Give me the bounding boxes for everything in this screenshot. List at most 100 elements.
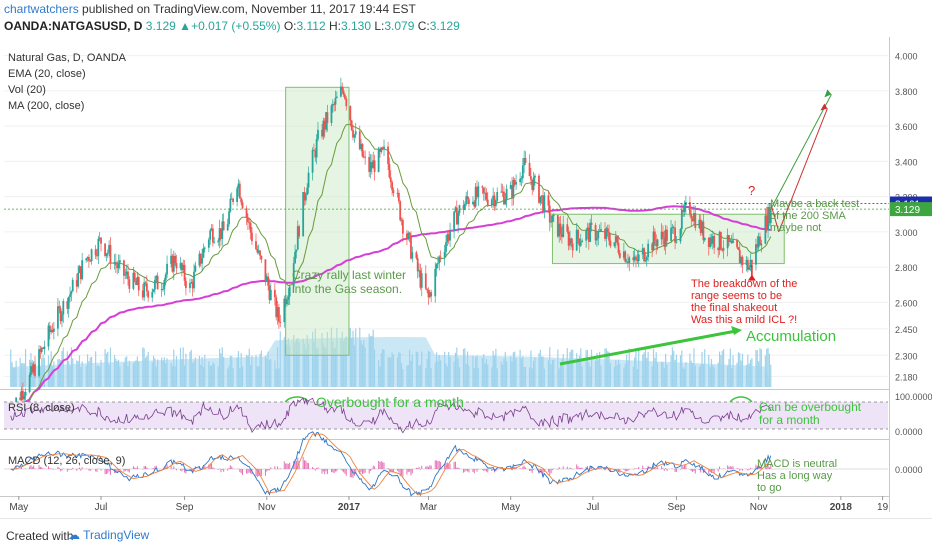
macd-hist-bar (409, 469, 410, 472)
candle-body (614, 242, 616, 246)
candle-body (690, 214, 692, 218)
breakdown-note-2: range seems to be (691, 290, 782, 302)
macd-hist-bar (557, 469, 558, 470)
candle-body (534, 176, 536, 178)
macd-hist-bar (742, 469, 743, 471)
candle-body (306, 188, 308, 195)
macd-hist-bar (265, 469, 266, 476)
macd-hist-bar (412, 469, 413, 473)
indicator-vol[interactable]: Vol (20) (8, 84, 46, 96)
macd-hist-bar (365, 469, 366, 473)
candle-body (223, 221, 225, 230)
macd-hist-bar (51, 468, 52, 469)
candle-body (91, 249, 93, 261)
y-tick-label: 2.180 (895, 372, 918, 382)
macd-hist-bar (475, 469, 476, 470)
macd-hist-bar (145, 466, 146, 469)
macd-hist-bar (334, 469, 335, 473)
macd-hist-bar (59, 468, 60, 469)
macd-hist-bar (425, 466, 426, 469)
candle-body (596, 238, 598, 240)
candle-body (308, 173, 310, 188)
candle-body (751, 260, 753, 265)
macd-hist-bar (429, 465, 430, 469)
candle-body (85, 258, 87, 260)
tradingview-logo-icon[interactable]: ☁ TradingView (68, 528, 149, 542)
macd-hist-bar (636, 468, 637, 469)
macd-hist-bar (101, 469, 102, 470)
macd-hist-bar (284, 461, 285, 469)
macd-hist-bar (57, 467, 58, 469)
candle-body (72, 280, 74, 292)
macd-hist-bar (571, 468, 572, 469)
candle-body (742, 257, 744, 265)
candle-body (344, 95, 346, 99)
macd-hist-bar (646, 468, 647, 469)
candle-body (327, 112, 329, 123)
macd-hist-bar (408, 469, 409, 472)
macd-hist-bar (455, 462, 456, 469)
macd-hist-bar (326, 469, 327, 471)
candle-body (124, 274, 126, 275)
breakdown-note-4: Was this a mild ICL ?! (691, 314, 797, 326)
macd-hist-bar (227, 469, 228, 470)
macd-hist-bar (569, 467, 570, 469)
indicator-macd[interactable]: MACD (12, 26, close, 9) (8, 455, 125, 467)
macd-hist-bar (288, 464, 289, 469)
macd-hist-bar (63, 468, 64, 469)
candle-body (23, 396, 25, 400)
candle-body (259, 251, 261, 256)
macd-hist-bar (20, 468, 21, 469)
candle-body (145, 282, 147, 283)
chart-svg[interactable]: 4.0003.8003.6003.4003.2003.0002.8002.600… (0, 37, 932, 517)
x-tick-label: Jul (586, 502, 599, 513)
x-tick-label: Sep (668, 502, 686, 513)
macd-hist-bar (183, 469, 184, 470)
candle-body (595, 225, 597, 241)
candle-body (468, 199, 470, 204)
macd-hist-bar (82, 467, 83, 469)
tradingview-brand[interactable]: TradingView (83, 528, 149, 542)
macd-hist-bar (40, 467, 41, 469)
candle-body (343, 91, 345, 95)
candle-body (398, 193, 400, 201)
indicator-ema[interactable]: EMA (20, close) (8, 68, 86, 80)
candle-body (748, 267, 750, 269)
last-price: 3.129 (146, 19, 176, 33)
backtest-note-2: of the 200 SMA (770, 210, 846, 222)
candle-body (110, 245, 112, 264)
macd-hist-bar (398, 469, 399, 472)
candle-body (296, 250, 298, 252)
candle-body (738, 247, 740, 250)
publish-line: chartwatchers published on TradingView.c… (4, 2, 416, 16)
macd-hist-bar (80, 469, 81, 471)
author-link[interactable]: chartwatchers (4, 2, 79, 16)
macd-hist-bar (72, 468, 73, 469)
macd-hist-bar (34, 468, 35, 469)
macd-hist-bar (683, 466, 684, 469)
macd-hist-bar (454, 462, 455, 469)
candle-body (643, 248, 645, 261)
candle-body (402, 220, 404, 234)
candle-body (391, 182, 393, 190)
macd-hist-bar (533, 469, 534, 470)
candle-body (539, 196, 541, 202)
candle-body (88, 257, 90, 261)
macd-hist-bar (476, 469, 477, 472)
candle-body (154, 280, 156, 289)
candle-body (217, 241, 219, 243)
candle-body (638, 254, 640, 261)
indicator-ma[interactable]: MA (200, close) (8, 100, 84, 112)
overbought-label: Overbought for a month (316, 394, 464, 410)
macd-hist-bar (323, 469, 324, 472)
candle-body (236, 188, 238, 202)
symbol-line: OANDA:NATGASUSD, D 3.129 ▲+0.017 (+0.55%… (4, 19, 460, 33)
indicator-rsi[interactable]: RSI (8, close) (8, 402, 75, 414)
macd-hist-bar (268, 469, 269, 470)
high-value: 3.130 (341, 19, 371, 33)
macd-hist-bar (249, 469, 250, 473)
macd-hist-bar (525, 468, 526, 469)
candle-body (147, 291, 149, 297)
candle-body (128, 279, 130, 289)
candle-body (118, 262, 120, 268)
